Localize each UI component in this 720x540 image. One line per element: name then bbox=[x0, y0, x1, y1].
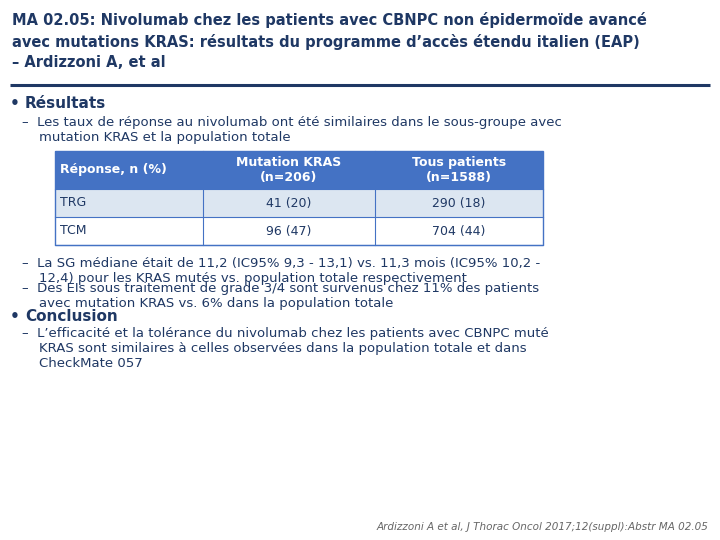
Bar bbox=[55, 151, 543, 245]
Text: 41 (20): 41 (20) bbox=[266, 197, 312, 210]
Text: avec mutation KRAS vs. 6% dans la population totale: avec mutation KRAS vs. 6% dans la popula… bbox=[22, 297, 393, 310]
Text: CheckMate 057: CheckMate 057 bbox=[22, 357, 143, 370]
Text: –  La SG médiane était de 11,2 (IC95% 9,3 - 13,1) vs. 11,3 mois (IC95% 10,2 -: – La SG médiane était de 11,2 (IC95% 9,3… bbox=[22, 257, 540, 270]
Text: –  Des EIs sous traitement de grade 3/4 sont survenus chez 11% des patients: – Des EIs sous traitement de grade 3/4 s… bbox=[22, 282, 539, 295]
Bar bbox=[55, 151, 543, 189]
Text: TRG: TRG bbox=[60, 197, 86, 210]
Bar bbox=[55, 189, 543, 217]
Text: Résultats: Résultats bbox=[25, 96, 107, 111]
Text: 12,4) pour les KRAS mutés vs. population totale respectivement: 12,4) pour les KRAS mutés vs. population… bbox=[22, 272, 467, 285]
Text: Réponse, n (%): Réponse, n (%) bbox=[60, 164, 167, 177]
Text: Ardizzoni A et al, J Thorac Oncol 2017;12(suppl):Abstr MA 02.05: Ardizzoni A et al, J Thorac Oncol 2017;1… bbox=[376, 522, 708, 532]
Bar bbox=[55, 217, 543, 245]
Text: Mutation KRAS
(n=206): Mutation KRAS (n=206) bbox=[236, 156, 341, 184]
Text: 290 (18): 290 (18) bbox=[432, 197, 486, 210]
Text: •: • bbox=[10, 96, 20, 111]
Text: 704 (44): 704 (44) bbox=[432, 225, 486, 238]
Text: •: • bbox=[10, 309, 20, 324]
Text: Tous patients
(n=1588): Tous patients (n=1588) bbox=[412, 156, 506, 184]
Text: –  L’efficacité et la tolérance du nivolumab chez les patients avec CBNPC muté: – L’efficacité et la tolérance du nivolu… bbox=[22, 327, 549, 340]
Text: –  Les taux de réponse au nivolumab ont été similaires dans le sous-groupe avec: – Les taux de réponse au nivolumab ont é… bbox=[22, 116, 562, 129]
Text: Conclusion: Conclusion bbox=[25, 309, 118, 324]
Text: MA 02.05: Nivolumab chez les patients avec CBNPC non épidermoïde avancé
avec mut: MA 02.05: Nivolumab chez les patients av… bbox=[12, 12, 647, 70]
Text: mutation KRAS et la population totale: mutation KRAS et la population totale bbox=[22, 131, 291, 144]
Text: 96 (47): 96 (47) bbox=[266, 225, 312, 238]
Text: TCM: TCM bbox=[60, 225, 86, 238]
Text: KRAS sont similaires à celles observées dans la population totale et dans: KRAS sont similaires à celles observées … bbox=[22, 342, 526, 355]
